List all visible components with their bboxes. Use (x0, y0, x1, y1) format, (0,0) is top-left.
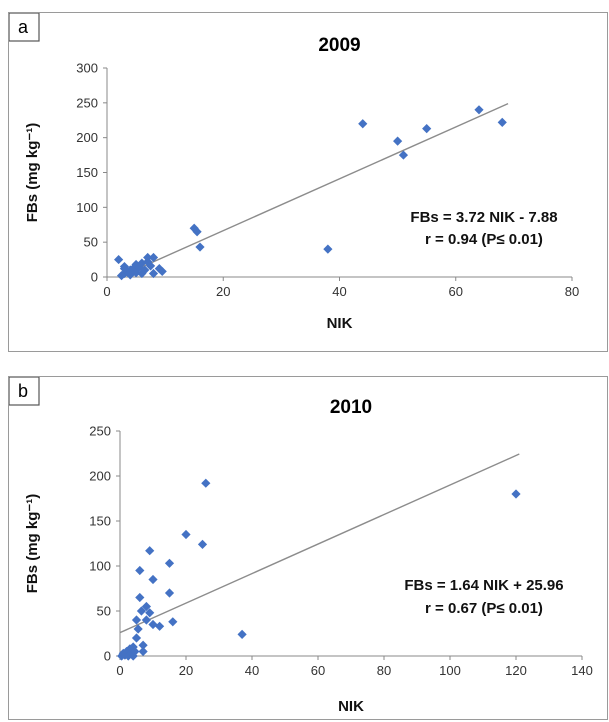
data-point (141, 615, 151, 625)
data-point (114, 254, 124, 265)
x-tick-label: 80 (377, 663, 391, 678)
regression-equation: FBs = 3.72 NIK - 7.88 (410, 209, 557, 226)
chart-b-svg: b 2010 0 50 100 150 200 250 0 20 40 60 80 100 120 140 NI… (9, 377, 593, 715)
x-tick-label: 80 (565, 284, 579, 299)
y-tick-label: 100 (76, 200, 98, 215)
y-tick-label: 200 (76, 130, 98, 145)
data-point (168, 617, 178, 627)
panel-letter-box (9, 377, 40, 406)
data-point (119, 264, 130, 274)
data-point (145, 261, 156, 271)
data-point (358, 119, 368, 129)
y-axis-title: FBs (mg kg⁻¹) (24, 494, 41, 594)
data-point (133, 624, 143, 634)
x-tick-label: 20 (179, 663, 193, 678)
panel-letter: a (18, 17, 29, 37)
data-point (143, 252, 153, 263)
x-tick-label: 40 (332, 284, 346, 299)
data-point (148, 619, 158, 630)
chart-title: 2010 (330, 397, 372, 418)
data-point (136, 606, 147, 616)
data-point (195, 242, 205, 252)
x-tick-label: 100 (439, 663, 461, 678)
data-point (511, 489, 521, 499)
y-tick-label: 200 (89, 469, 111, 484)
y-tick-label: 250 (89, 424, 111, 439)
data-point (323, 244, 333, 254)
data-point (116, 271, 127, 281)
data-point (128, 264, 138, 274)
x-axis-title: NIK (327, 315, 353, 332)
correlation-text: r = 0.94 (P≤ 0.01) (425, 231, 543, 248)
panel-a: a 2009 0 50 100 150 200 250 300 0 20 40 60 80 NIK FBs (… (8, 12, 608, 352)
data-point (164, 588, 175, 598)
data-point (145, 608, 155, 618)
y-tick-label: 50 (84, 235, 98, 250)
data-point (138, 646, 148, 657)
y-tick-label: 150 (89, 514, 111, 529)
data-point (197, 539, 208, 549)
data-point (130, 646, 140, 657)
data-point (125, 270, 135, 280)
panel-letter: b (18, 381, 28, 401)
data-point (192, 227, 202, 237)
data-point (141, 601, 151, 612)
data-point (398, 150, 409, 160)
x-tick-label: 20 (216, 284, 230, 299)
data-point (155, 621, 165, 631)
data-point (135, 565, 145, 576)
data-point (154, 264, 164, 274)
data-point (497, 117, 507, 127)
x-tick-label: 60 (449, 284, 463, 299)
data-point (138, 640, 148, 650)
data-point (181, 529, 191, 540)
x-tick-label: 140 (571, 663, 593, 678)
y-axis-title: FBs (mg kg⁻¹) (24, 123, 41, 223)
x-axis-title: NIK (338, 698, 364, 715)
data-point (393, 136, 403, 146)
data-point (164, 558, 175, 568)
chart-title: 2009 (318, 35, 360, 56)
data-point (148, 252, 159, 263)
data-point (201, 478, 211, 488)
y-tick-label: 50 (97, 604, 111, 619)
x-tick-label: 0 (116, 663, 123, 678)
data-point (135, 592, 145, 603)
data-point (145, 546, 155, 556)
correlation-text: r = 0.67 (P≤ 0.01) (425, 600, 543, 617)
y-tick-label: 300 (76, 61, 98, 76)
trendline (119, 453, 520, 634)
y-tick-label: 100 (89, 559, 111, 574)
y-tick-label: 150 (76, 165, 98, 180)
panel-letter-box (9, 13, 40, 42)
data-point (237, 629, 247, 639)
x-tick-label: 120 (505, 663, 527, 678)
y-tick-label: 250 (76, 95, 98, 110)
x-tick-label: 0 (103, 284, 110, 299)
panel-b: b 2010 0 50 100 150 200 250 0 20 40 60 80 100 120 140 NI… (8, 376, 608, 720)
data-point (131, 633, 142, 643)
chart-a-svg: a 2009 0 50 100 150 200 250 300 0 20 40 60 80 NIK FBs (… (9, 13, 579, 332)
data-point (474, 105, 484, 115)
regression-equation: FBs = 1.64 NIK + 25.96 (404, 577, 563, 594)
data-point (148, 574, 158, 585)
data-point (148, 268, 159, 279)
y-tick-label: 0 (91, 270, 98, 285)
data-point (422, 124, 432, 134)
data-point (131, 615, 142, 625)
y-tick-label: 0 (104, 649, 111, 664)
x-tick-label: 40 (245, 663, 259, 678)
data-point (157, 266, 167, 277)
trendline (118, 103, 509, 278)
data-point (140, 265, 150, 275)
x-tick-label: 60 (311, 663, 325, 678)
